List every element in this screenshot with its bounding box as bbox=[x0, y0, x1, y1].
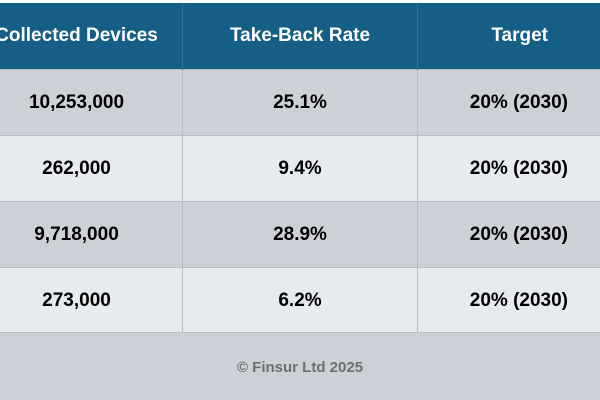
copyright-footer: © Finsur Ltd 2025 bbox=[0, 332, 600, 400]
copyright-text: © Finsur Ltd 2025 bbox=[236, 358, 364, 376]
cell-target: 20% (2030) bbox=[417, 135, 600, 202]
cell-collected-devices: 262,000 bbox=[0, 135, 183, 202]
header-take-back-rate: Take-Back Rate bbox=[182, 3, 418, 70]
table-row: 273,000 6.2% 20% (2030) bbox=[0, 267, 600, 333]
cell-collected-devices: 273,000 bbox=[0, 267, 183, 333]
header-target: Target bbox=[417, 3, 600, 70]
cell-collected-devices: 10,253,000 bbox=[0, 69, 183, 136]
take-back-table: Collected Devices Take-Back Rate Target … bbox=[0, 3, 600, 333]
cell-collected-devices: 9,718,000 bbox=[0, 201, 183, 268]
table-row: 10,253,000 25.1% 20% (2030) bbox=[0, 69, 600, 136]
cell-take-back-rate: 9.4% bbox=[182, 135, 418, 202]
table-row: 9,718,000 28.9% 20% (2030) bbox=[0, 201, 600, 268]
table-row: 262,000 9.4% 20% (2030) bbox=[0, 135, 600, 202]
cell-target: 20% (2030) bbox=[417, 267, 600, 333]
cell-target: 20% (2030) bbox=[417, 201, 600, 268]
cell-take-back-rate: 28.9% bbox=[182, 201, 418, 268]
cell-take-back-rate: 25.1% bbox=[182, 69, 418, 136]
header-row: Collected Devices Take-Back Rate Target bbox=[0, 3, 600, 70]
header-collected-devices: Collected Devices bbox=[0, 3, 183, 70]
cell-target: 20% (2030) bbox=[417, 69, 600, 136]
cell-take-back-rate: 6.2% bbox=[182, 267, 418, 333]
